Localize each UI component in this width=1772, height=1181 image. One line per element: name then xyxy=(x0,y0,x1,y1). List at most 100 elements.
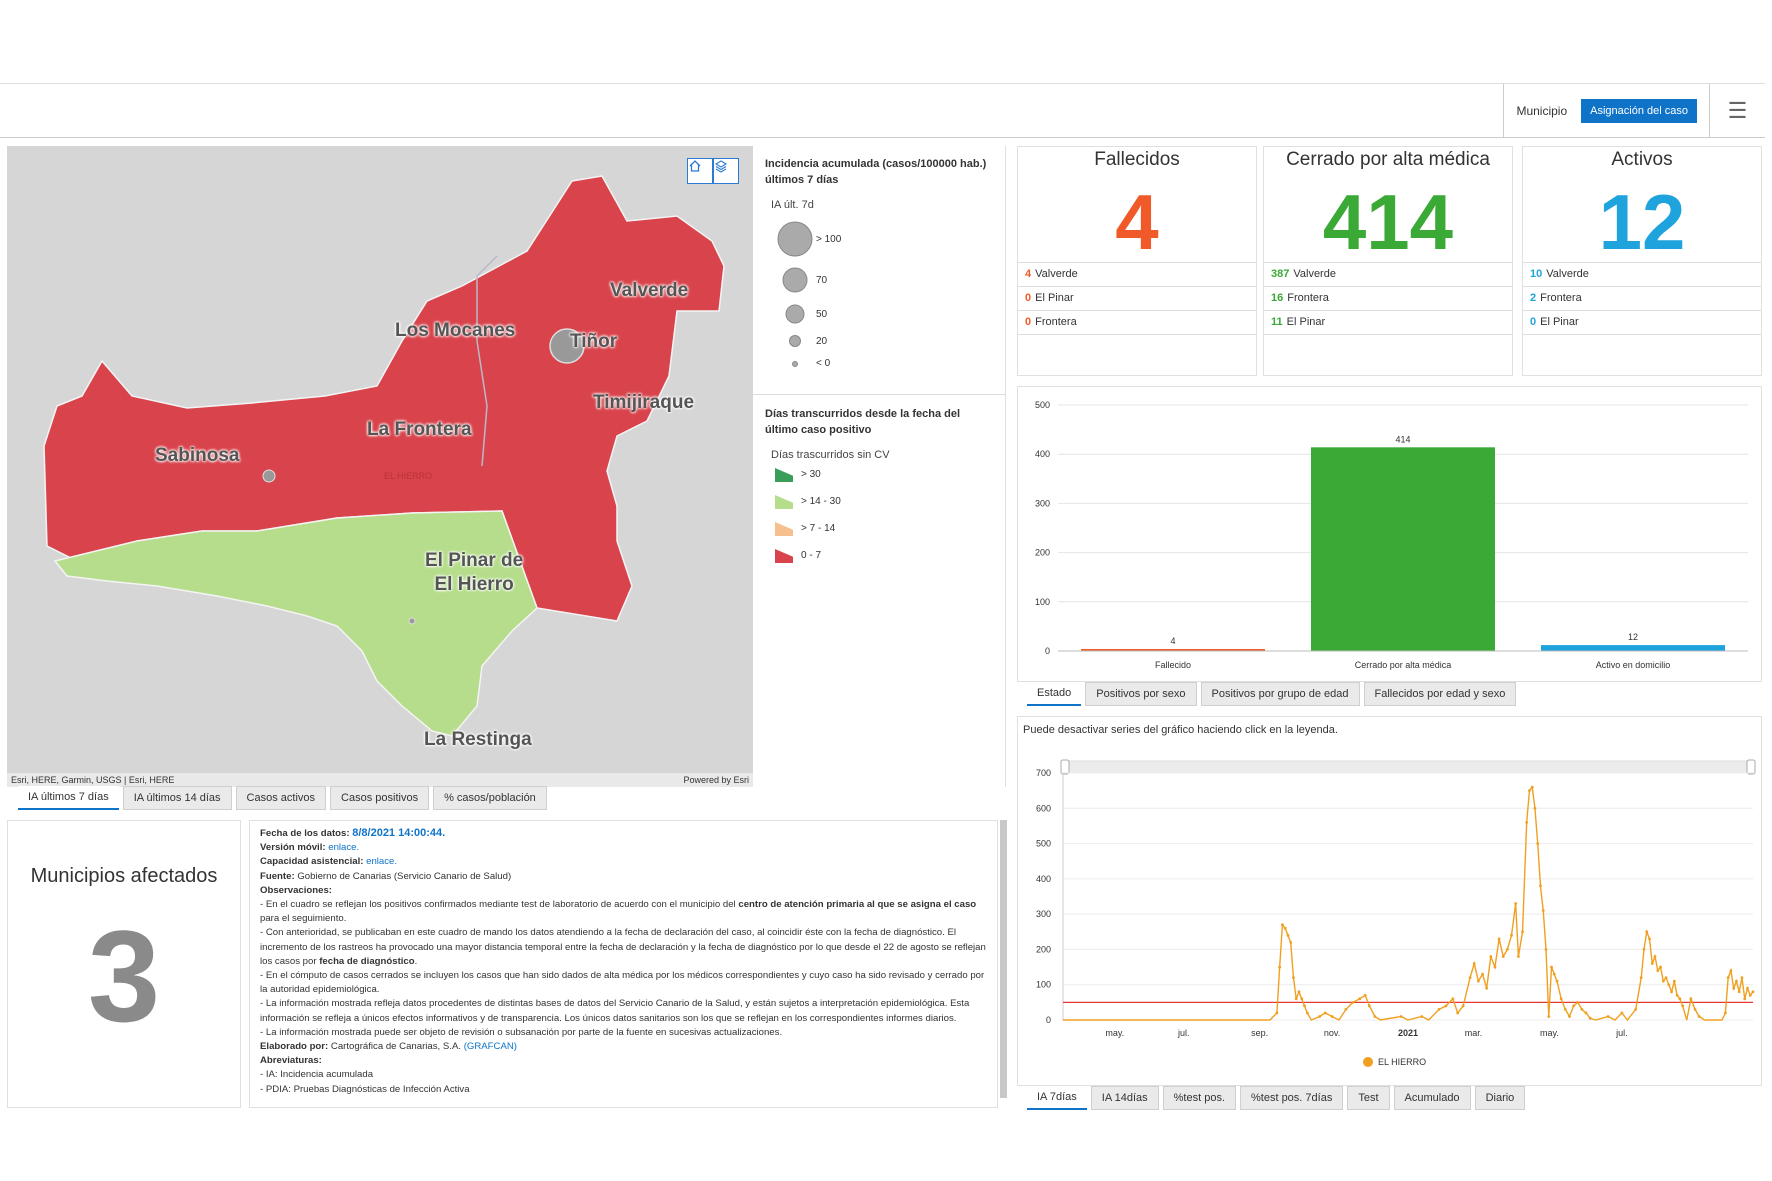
line-chart-point xyxy=(1305,1011,1309,1015)
line-chart-legend-label[interactable]: EL HIERRO xyxy=(1378,1057,1426,1067)
map-tab-0[interactable]: IA últimos 7 días xyxy=(18,786,119,810)
info-panel: Fecha de los datos: 8/8/2021 14:00:44. V… xyxy=(249,820,998,1108)
line-chart-scrollbar[interactable] xyxy=(1062,760,1754,774)
line-chart-point xyxy=(1451,997,1455,1001)
indicator-fallecidos: Fallecidos 4 4 Valverde 0 El Pinar 0 Frontera xyxy=(1017,146,1257,376)
map-legend: Incidencia acumulada (casos/100000 hab.)… xyxy=(753,146,1006,787)
selector-asignacion-button[interactable]: Asignación del caso xyxy=(1581,98,1697,123)
indicator-row-name: Frontera xyxy=(1540,292,1582,304)
legend-incidence-title: Incidencia acumulada (casos/100000 hab.)… xyxy=(765,158,987,186)
bar-chart-tab-2[interactable]: Positivos por grupo de edad xyxy=(1200,682,1360,706)
line-chart-point xyxy=(1552,972,1556,976)
incidence-circle-valverde[interactable] xyxy=(549,328,585,364)
line-chart-point xyxy=(1550,965,1553,969)
indicator-row[interactable]: 0 El Pinar xyxy=(1523,310,1761,334)
map-tab-2[interactable]: Casos activos xyxy=(235,786,327,810)
indicator-row[interactable]: 2 Frontera xyxy=(1523,286,1761,310)
indicator-row[interactable]: 0 El Pinar xyxy=(1018,286,1256,310)
line-chart-point xyxy=(1645,930,1649,934)
map-region-el-pinar[interactable] xyxy=(53,510,538,737)
line-chart-tab-2[interactable]: %test pos. xyxy=(1162,1086,1236,1110)
bar-chart-bar[interactable] xyxy=(1311,447,1495,651)
line-chart-point xyxy=(1737,990,1741,994)
line-chart-tab-5[interactable]: Acumulado xyxy=(1393,1086,1471,1110)
line-chart-point xyxy=(1493,965,1497,969)
line-chart-tab-1[interactable]: IA 14días xyxy=(1090,1086,1159,1110)
indicator-row-name: Valverde xyxy=(1546,268,1589,280)
line-chart-point xyxy=(1726,976,1730,980)
bar-chart-tab-3[interactable]: Fallecidos por edad y sexo xyxy=(1363,682,1517,706)
map-tab-1[interactable]: IA últimos 14 días xyxy=(122,786,232,810)
selector-municipio-option[interactable]: Municipio xyxy=(1516,103,1568,118)
line-chart-tab-4[interactable]: Test xyxy=(1347,1086,1390,1110)
indicator-row[interactable]: 10 Valverde xyxy=(1523,262,1761,286)
line-chart-point xyxy=(1729,969,1733,972)
line-chart-point xyxy=(1547,1015,1551,1018)
line-chart-point xyxy=(1648,937,1651,941)
bar-chart-tab-0[interactable]: Estado xyxy=(1027,682,1082,706)
line-chart-point xyxy=(1399,1015,1403,1018)
line-chart-point xyxy=(1501,955,1505,958)
line-chart-point xyxy=(1653,955,1657,958)
map-tab-4[interactable]: % casos/población xyxy=(433,786,547,810)
line-chart-point xyxy=(1497,937,1501,941)
line-chart-legend-marker[interactable] xyxy=(1363,1057,1373,1067)
line-chart-point xyxy=(1485,986,1489,990)
incidence-circle-el-pinar[interactable] xyxy=(408,617,416,625)
line-chart-tab-bar: IA 7días IA 14días %test pos. %test pos. 7d… xyxy=(1027,1086,1526,1110)
map-view[interactable]: Valverde Tiñor Los Mocanes Timijiraque L… xyxy=(7,146,753,773)
map-attribution-esri[interactable]: Powered by Esri xyxy=(683,775,749,785)
indicator-row-count: 16 xyxy=(1271,292,1284,304)
incidence-circle-frontera[interactable] xyxy=(262,469,276,483)
indicator-row-name: El Pinar xyxy=(1540,316,1579,328)
capacidad-link[interactable]: enlace. xyxy=(366,856,398,868)
indicator-row[interactable]: 4 Valverde xyxy=(1018,262,1256,286)
indicator-row-name: El Pinar xyxy=(1035,292,1074,304)
indicator-row[interactable]: 0 Frontera xyxy=(1018,310,1256,334)
map-tab-3[interactable]: Casos positivos xyxy=(330,786,430,810)
grafcan-link[interactable]: (GRAFCAN) xyxy=(463,1041,517,1053)
indicator-breakdown: 4 Valverde 0 El Pinar 0 Frontera xyxy=(1018,262,1256,358)
map-label-el-pinar-line1: El Pinar de xyxy=(425,550,524,571)
line-chart-point xyxy=(1568,1015,1571,1018)
indicator-row[interactable]: 387 Valverde xyxy=(1264,262,1512,286)
line-chart-point xyxy=(1303,1004,1306,1008)
info-scrollbar[interactable] xyxy=(1000,820,1007,1098)
line-chart-point xyxy=(1489,955,1493,958)
line-chart-point xyxy=(1456,1011,1460,1015)
indicator-row-end xyxy=(1523,334,1761,358)
line-chart-scroll-handle-left[interactable] xyxy=(1060,759,1070,775)
legend-circle-50 xyxy=(785,304,805,324)
hamburger-icon[interactable]: ☰ xyxy=(1727,97,1748,123)
indicator-row-count: 11 xyxy=(1271,316,1283,328)
line-chart-point xyxy=(1639,976,1643,980)
indicator-row-count: 4 xyxy=(1025,268,1032,280)
line-chart-point xyxy=(1588,1016,1592,1020)
line-chart-xtick: may. xyxy=(1540,1028,1559,1038)
layers-button[interactable] xyxy=(713,158,739,184)
line-chart-xtick: may. xyxy=(1105,1028,1124,1038)
bar-chart-bar[interactable] xyxy=(1541,645,1725,651)
line-chart-scroll-handle-right[interactable] xyxy=(1746,759,1756,775)
obs2-a: - Con anterioridad, se publicaban en est… xyxy=(260,927,986,967)
indicator-row[interactable]: 16 Frontera xyxy=(1264,286,1512,310)
line-chart-point xyxy=(1642,948,1646,951)
line-chart-tab-0[interactable]: IA 7días xyxy=(1027,1086,1087,1110)
bar-chart-ytick: 500 xyxy=(1035,400,1050,410)
line-chart-point xyxy=(1373,1015,1377,1018)
line-chart-point xyxy=(1580,1008,1584,1011)
line-chart-ytick: 0 xyxy=(1046,1015,1051,1025)
bar-chart-tab-1[interactable]: Positivos por sexo xyxy=(1085,682,1197,706)
legend-days-subtitle: Días trascurridos sin CV xyxy=(771,449,890,461)
line-chart-tab-3[interactable]: %test pos. 7días xyxy=(1240,1086,1344,1110)
abreviaturas-label: Abreviaturas: xyxy=(260,1055,322,1067)
bar-chart-bar[interactable] xyxy=(1081,649,1265,651)
indicator-row-count: 0 xyxy=(1530,316,1537,328)
indicator-row[interactable]: 11 El Pinar xyxy=(1264,310,1512,334)
line-chart-point xyxy=(1681,1004,1685,1008)
home-button[interactable] xyxy=(687,158,713,184)
line-chart-point xyxy=(1437,1008,1441,1011)
line-chart-tab-6[interactable]: Diario xyxy=(1474,1086,1526,1110)
line-chart-point xyxy=(1420,1015,1424,1018)
movil-link[interactable]: enlace. xyxy=(328,842,360,854)
